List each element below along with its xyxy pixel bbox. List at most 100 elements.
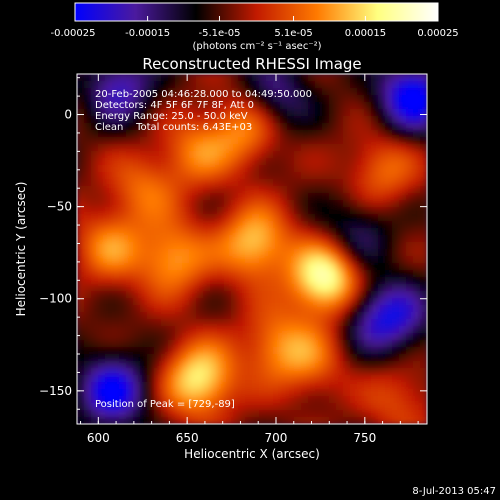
heatmap-cell xyxy=(406,151,414,159)
heatmap-cell xyxy=(406,347,414,355)
heatmap-cell xyxy=(399,326,407,334)
heatmap-cell xyxy=(238,333,246,341)
heatmap-cell xyxy=(175,375,183,383)
heatmap-cell xyxy=(266,144,274,152)
heatmap-cell xyxy=(189,193,197,201)
heatmap-cell xyxy=(329,340,337,348)
heatmap-cell xyxy=(301,179,309,187)
heatmap-cell xyxy=(133,151,141,159)
heatmap-cell xyxy=(399,130,407,138)
heatmap-cell xyxy=(210,228,218,236)
heatmap-cell xyxy=(329,158,337,166)
heatmap-cell xyxy=(140,277,148,285)
heatmap-cell xyxy=(308,109,316,117)
heatmap-cell xyxy=(203,81,211,89)
heatmap-cell xyxy=(175,410,183,418)
heatmap-cell xyxy=(98,403,106,411)
heatmap-cell xyxy=(378,410,386,418)
heatmap-cell xyxy=(231,403,239,411)
heatmap-cell xyxy=(357,81,365,89)
heatmap-cell xyxy=(175,256,183,264)
heatmap-cell xyxy=(399,207,407,215)
heatmap-cell xyxy=(336,410,344,418)
heatmap-cell xyxy=(406,74,414,82)
heatmap-cell xyxy=(203,291,211,299)
heatmap-cell xyxy=(357,249,365,257)
heatmap-cell xyxy=(245,382,253,390)
heatmap-cell xyxy=(392,116,400,124)
heatmap-cell xyxy=(350,95,358,103)
heatmap-cell xyxy=(112,235,120,243)
heatmap-cell xyxy=(231,74,239,82)
heatmap-cell xyxy=(252,228,260,236)
heatmap-cell xyxy=(364,186,372,194)
heatmap-cell xyxy=(301,368,309,376)
heatmap-cell xyxy=(154,102,162,110)
heatmap-cell xyxy=(280,263,288,271)
heatmap-cell xyxy=(322,298,330,306)
heatmap-cell xyxy=(196,417,204,424)
heatmap-cell xyxy=(217,214,225,222)
heatmap-cell xyxy=(266,200,274,208)
heatmap-cell xyxy=(329,200,337,208)
heatmap-cell xyxy=(182,81,190,89)
heatmap-cell xyxy=(357,200,365,208)
heatmap-cell xyxy=(350,347,358,355)
heatmap-cell xyxy=(77,74,85,82)
heatmap-cell xyxy=(126,403,134,411)
heatmap-cell xyxy=(301,95,309,103)
heatmap-cell xyxy=(371,354,379,362)
heatmap-cell xyxy=(322,207,330,215)
heatmap-cell xyxy=(413,312,421,320)
heatmap-cell xyxy=(175,179,183,187)
heatmap-cell xyxy=(245,186,253,194)
heatmap-cell xyxy=(203,130,211,138)
heatmap-cell xyxy=(126,375,134,383)
heatmap-cell xyxy=(105,256,113,264)
heatmap-cell xyxy=(182,410,190,418)
heatmap-cell xyxy=(343,123,351,131)
heatmap-cell xyxy=(294,333,302,341)
heatmap-cell xyxy=(203,382,211,390)
heatmap-cell xyxy=(98,221,106,229)
heatmap-cell xyxy=(385,200,393,208)
heatmap-cell xyxy=(336,151,344,159)
heatmap-cell xyxy=(406,256,414,264)
heatmap-cell xyxy=(196,242,204,250)
heatmap-cell xyxy=(322,291,330,299)
heatmap-cell xyxy=(329,81,337,89)
heatmap-cell xyxy=(357,158,365,166)
heatmap-cell xyxy=(252,410,260,418)
heatmap-cell xyxy=(280,249,288,257)
heatmap-cell xyxy=(343,151,351,159)
heatmap-cell xyxy=(350,186,358,194)
heatmap-cell xyxy=(378,179,386,187)
heatmap-cell xyxy=(329,403,337,411)
heatmap-cell xyxy=(308,417,316,424)
heatmap-cell xyxy=(420,158,427,166)
heatmap-cell xyxy=(175,382,183,390)
heatmap-cell xyxy=(154,277,162,285)
heatmap-cell xyxy=(280,284,288,292)
heatmap-cell xyxy=(357,151,365,159)
heatmap-cell xyxy=(273,81,281,89)
heatmap-cell xyxy=(378,417,386,424)
heatmap-cell xyxy=(413,361,421,369)
heatmap-cell xyxy=(84,382,92,390)
heatmap-cell xyxy=(371,249,379,257)
heatmap-cell xyxy=(357,88,365,96)
heatmap-cell xyxy=(105,326,113,334)
heatmap-cell xyxy=(406,228,414,236)
heatmap-cell xyxy=(189,228,197,236)
heatmap-cell xyxy=(84,270,92,278)
heatmap-cell xyxy=(217,291,225,299)
heatmap-cell xyxy=(406,389,414,397)
heatmap-cell xyxy=(350,116,358,124)
heatmap-cell xyxy=(406,333,414,341)
heatmap-cell xyxy=(154,242,162,250)
heatmap-cell xyxy=(266,235,274,243)
heatmap-cell xyxy=(336,270,344,278)
heatmap-cell xyxy=(385,221,393,229)
heatmap-cell xyxy=(238,95,246,103)
heatmap-cell xyxy=(259,200,267,208)
